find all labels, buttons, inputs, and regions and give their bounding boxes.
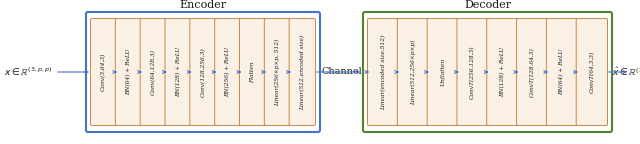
FancyBboxPatch shape — [289, 18, 316, 126]
FancyBboxPatch shape — [576, 18, 607, 126]
FancyBboxPatch shape — [457, 18, 488, 126]
Text: BN(128) + ReLU: BN(128) + ReLU — [500, 47, 505, 97]
Text: $x \in \mathbb{R}^{(3,p,p)}$: $x \in \mathbb{R}^{(3,p,p)}$ — [4, 66, 52, 78]
FancyBboxPatch shape — [397, 18, 429, 126]
Text: Linear(512,encoded size): Linear(512,encoded size) — [300, 34, 305, 110]
Text: Unflatten: Unflatten — [440, 58, 445, 86]
Text: Channel: Channel — [321, 68, 362, 76]
FancyBboxPatch shape — [214, 18, 241, 126]
Text: Conv(3,64,3): Conv(3,64,3) — [101, 53, 106, 91]
Text: ConvT(256,128,3): ConvT(256,128,3) — [470, 45, 475, 99]
FancyBboxPatch shape — [239, 18, 266, 126]
Text: Linear(512,256×p×p): Linear(512,256×p×p) — [410, 39, 415, 105]
Text: Linear(encoded size,512): Linear(encoded size,512) — [381, 34, 386, 110]
Text: Conv(128,256,3): Conv(128,256,3) — [200, 47, 205, 97]
FancyBboxPatch shape — [90, 18, 117, 126]
FancyBboxPatch shape — [487, 18, 518, 126]
Text: BN(256) + ReLU: BN(256) + ReLU — [225, 47, 230, 97]
Text: Flatten: Flatten — [250, 61, 255, 83]
Text: BN(64) + ReLU: BN(64) + ReLU — [126, 49, 131, 95]
FancyBboxPatch shape — [264, 18, 291, 126]
Text: ConvT(64,3,3): ConvT(64,3,3) — [589, 51, 595, 93]
FancyBboxPatch shape — [367, 18, 399, 126]
Text: Conv(64,128,3): Conv(64,128,3) — [151, 49, 156, 95]
FancyBboxPatch shape — [427, 18, 458, 126]
Text: Encoder: Encoder — [179, 0, 227, 10]
Text: Linear(256×p×p, 512): Linear(256×p×p, 512) — [275, 38, 280, 106]
Text: BN(64) + ReLU: BN(64) + ReLU — [559, 49, 564, 95]
FancyBboxPatch shape — [190, 18, 216, 126]
FancyBboxPatch shape — [516, 18, 548, 126]
Text: ConvT(128,64,3): ConvT(128,64,3) — [530, 47, 535, 97]
Text: BN(128) + ReLU: BN(128) + ReLU — [175, 47, 180, 97]
FancyBboxPatch shape — [115, 18, 141, 126]
FancyBboxPatch shape — [547, 18, 578, 126]
FancyBboxPatch shape — [140, 18, 166, 126]
Text: Decoder: Decoder — [464, 0, 511, 10]
FancyBboxPatch shape — [165, 18, 191, 126]
Text: $\hat{x} \in \mathbb{R}^{(3,p,p)}$: $\hat{x} \in \mathbb{R}^{(3,p,p)}$ — [612, 66, 640, 78]
